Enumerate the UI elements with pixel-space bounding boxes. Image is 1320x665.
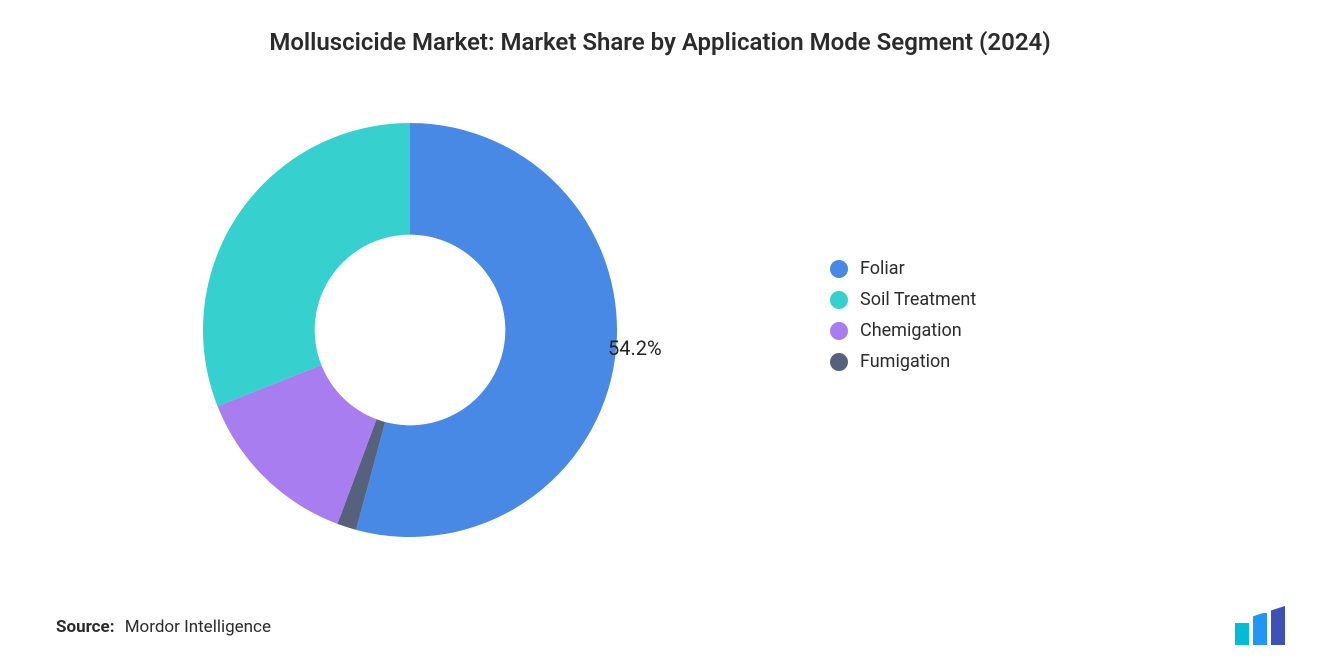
legend-swatch (830, 353, 848, 371)
source-citation: Source: Mordor Intelligence (56, 617, 271, 637)
legend-item: Soil Treatment (830, 289, 976, 310)
donut-hole (315, 235, 505, 425)
donut-chart: 54.2% (180, 100, 640, 560)
source-label: Source: (56, 617, 114, 637)
logo-svg (1232, 605, 1288, 645)
legend-label: Foliar (860, 258, 905, 279)
legend-label: Chemigation (860, 320, 962, 341)
brand-logo (1232, 605, 1288, 645)
donut-svg (180, 100, 640, 560)
legend-swatch (830, 260, 848, 278)
legend-label: Soil Treatment (860, 289, 976, 310)
slice-data-label: 54.2% (608, 336, 662, 360)
legend-swatch (830, 291, 848, 309)
legend-item: Chemigation (830, 320, 976, 341)
legend-item: Fumigation (830, 351, 976, 372)
legend-item: Foliar (830, 258, 976, 279)
legend-swatch (830, 322, 848, 340)
legend: Foliar Soil Treatment Chemigation Fumigatio… (830, 258, 976, 372)
source-value: Mordor Intelligence (125, 617, 271, 637)
chart-title: Molluscicide Market: Market Share by App… (0, 28, 1320, 56)
legend-label: Fumigation (860, 351, 950, 372)
